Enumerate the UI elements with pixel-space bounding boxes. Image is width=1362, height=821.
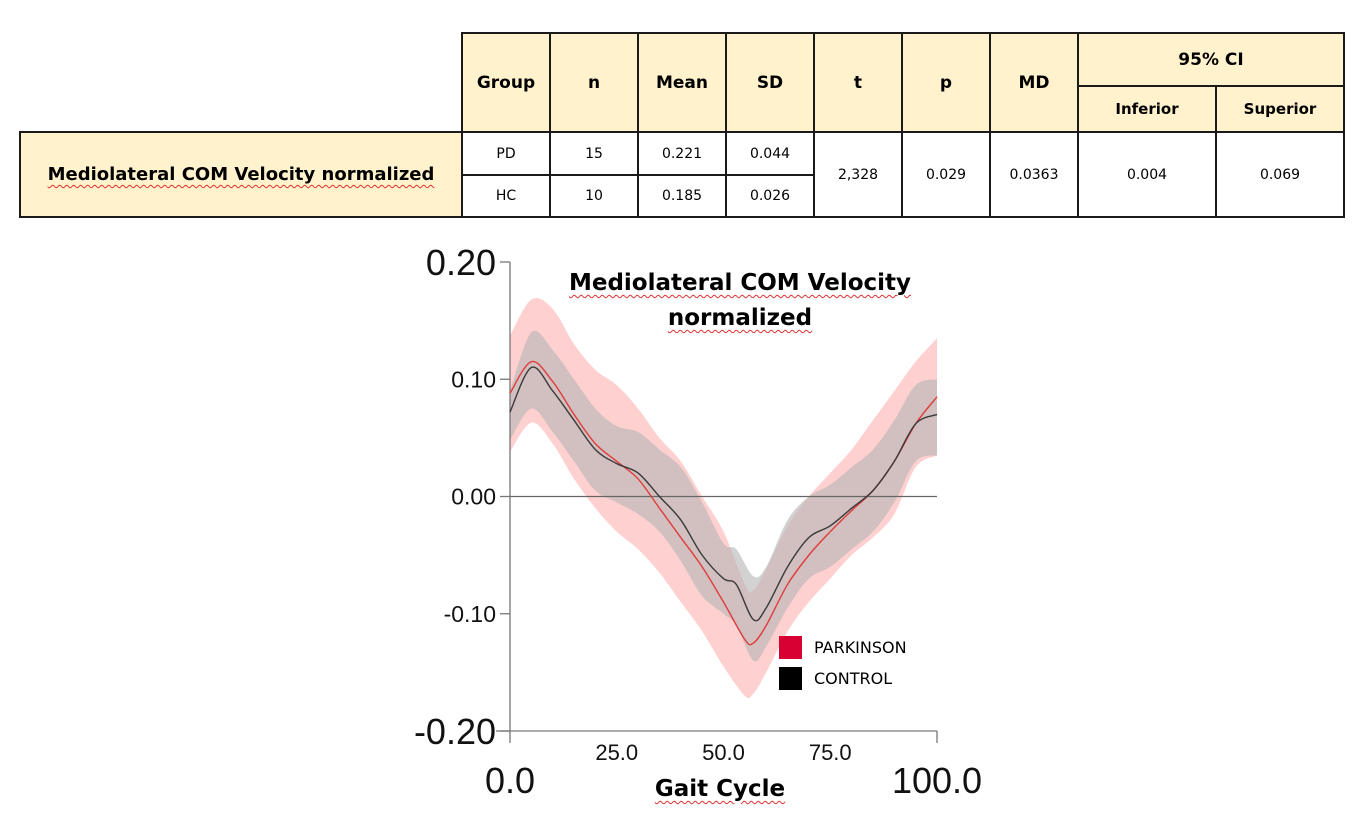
cell-ci-superior: 0.069 — [1215, 131, 1345, 218]
x-tick-label: 100.0 — [892, 760, 982, 801]
y-tick-label: 0.10 — [451, 366, 496, 392]
cell-t: 2,328 — [813, 131, 903, 218]
x-axis-label-text: Gait Cycle — [654, 776, 786, 802]
row-label: Mediolateral COM Velocity normalized — [19, 131, 463, 218]
chart-title-line-1: Mediolateral COM Velocity — [568, 270, 912, 296]
header-p: p — [901, 32, 991, 133]
x-tick-label: 50.0 — [702, 740, 745, 765]
chart-legend: PARKINSON CONTROL — [779, 632, 907, 694]
legend-item-parkinson: PARKINSON — [779, 632, 907, 663]
confidence-band-parkinson — [510, 298, 937, 699]
cell-ci-inferior: 0.004 — [1077, 131, 1217, 218]
header-md: MD — [989, 32, 1079, 133]
row-label-text: Mediolateral COM Velocity normalized — [47, 164, 435, 185]
cell-n-pd: 15 — [549, 131, 639, 176]
chart-title: Mediolateral COM Velocity normalized — [540, 266, 940, 336]
header-t: t — [813, 32, 903, 133]
x-tick-label: 75.0 — [809, 740, 852, 765]
statistics-table: Group n Mean SD t p MD 95% CI Inferior S… — [19, 32, 1345, 218]
header-sd: SD — [725, 32, 815, 133]
mean-line-parkinson — [509, 360, 938, 646]
header-group: Group — [461, 32, 551, 133]
mean-line-control — [509, 366, 938, 622]
x-tick-label: 25.0 — [595, 740, 638, 765]
y-tick-label: 0.00 — [451, 484, 496, 510]
cell-sd-hc: 0.026 — [725, 174, 815, 218]
cell-sd-pd: 0.044 — [725, 131, 815, 176]
y-tick-label: -0.10 — [444, 601, 496, 627]
header-ci-inferior: Inferior — [1077, 85, 1217, 133]
legend-swatch-control — [779, 667, 802, 690]
cell-group-hc: HC — [461, 174, 551, 218]
header-mean: Mean — [637, 32, 727, 133]
header-n: n — [549, 32, 639, 133]
cell-group-pd: PD — [461, 131, 551, 176]
legend-label-control: CONTROL — [814, 669, 893, 688]
y-tick-label: 0.20 — [426, 242, 496, 283]
cell-md: 0.0363 — [989, 131, 1079, 218]
x-tick-label: 0.0 — [485, 760, 535, 801]
header-ci: 95% CI — [1077, 32, 1345, 87]
cell-n-hc: 10 — [549, 174, 639, 218]
cell-mean-pd: 0.221 — [637, 131, 727, 176]
cell-p: 0.029 — [901, 131, 991, 218]
chart-title-line-2: normalized — [667, 305, 813, 331]
y-tick-label: -0.20 — [414, 711, 496, 752]
legend-swatch-parkinson — [779, 636, 802, 659]
header-ci-superior: Superior — [1215, 85, 1345, 133]
legend-item-control: CONTROL — [779, 663, 907, 694]
legend-label-parkinson: PARKINSON — [814, 638, 907, 657]
x-axis-label: Gait Cycle — [600, 776, 840, 802]
cell-mean-hc: 0.185 — [637, 174, 727, 218]
